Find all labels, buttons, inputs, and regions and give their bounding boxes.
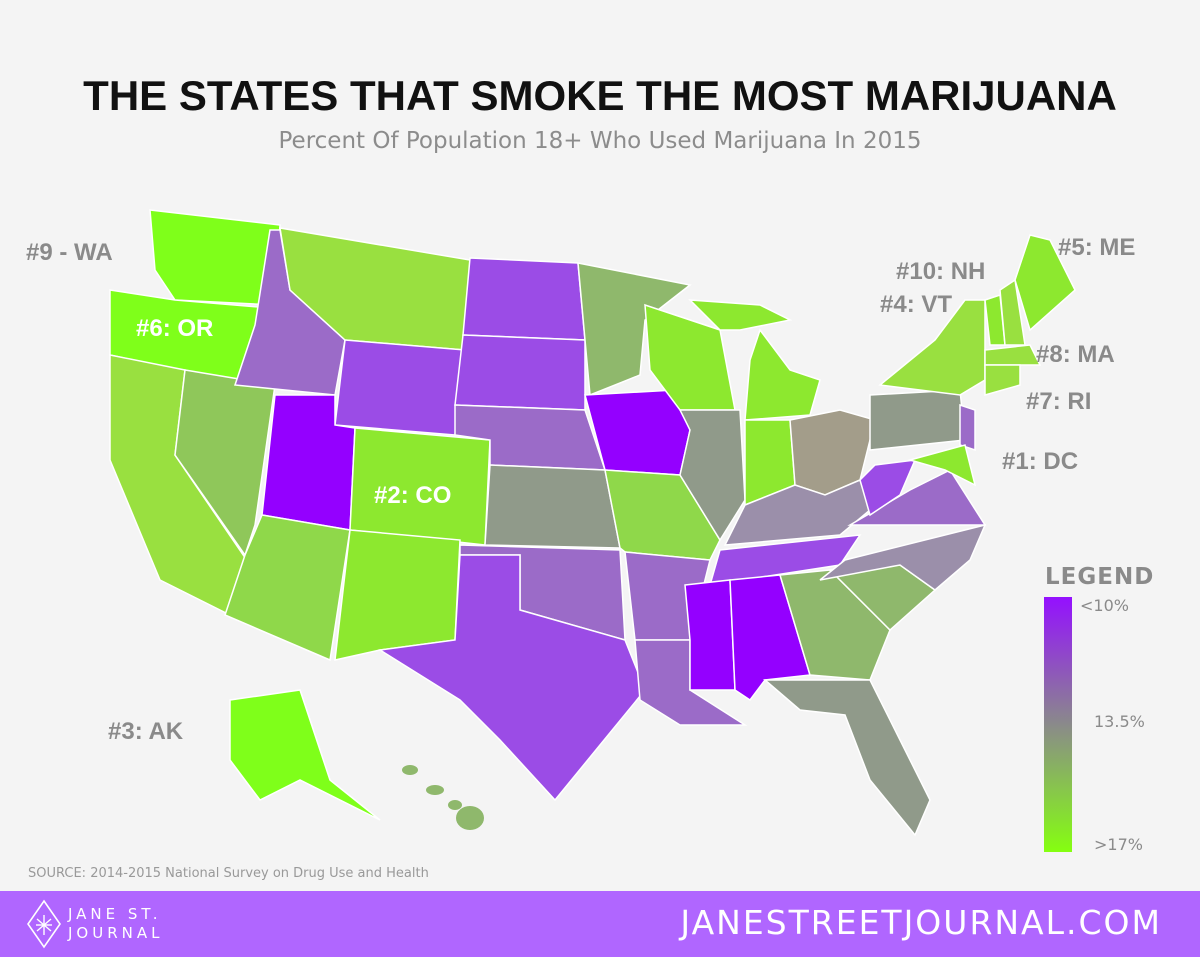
- state-ak: [229, 689, 381, 821]
- rank-label-vt: #4: VT: [880, 291, 953, 318]
- state-nj: [959, 403, 976, 452]
- state-hi-island: [448, 800, 462, 810]
- state-hi-island: [426, 785, 444, 795]
- state-az: [224, 514, 351, 662]
- state-nm: [334, 529, 461, 661]
- state-hi-island: [456, 806, 484, 830]
- rank-label-dc: #1: DC: [1002, 448, 1079, 475]
- state-il: [678, 409, 746, 542]
- rank-label-ri: #7: RI: [1026, 388, 1092, 415]
- rank-label-ak: #3: AK: [108, 718, 184, 745]
- logo-line-2: JOURNAL: [68, 924, 164, 942]
- website-link[interactable]: JANESTREETJOURNAL.COM: [680, 903, 1162, 942]
- state-sd: [454, 334, 586, 411]
- state-ks: [484, 464, 621, 549]
- state-nd: [462, 257, 586, 341]
- page-subtitle: Percent Of Population 18+ Who Used Marij…: [278, 128, 922, 154]
- state-mi: [688, 299, 793, 331]
- state-ma: [984, 344, 1042, 366]
- state-mi: [744, 328, 821, 421]
- footer-bar: JANE ST. JOURNAL JANESTREETJOURNAL.COM: [0, 891, 1200, 957]
- rank-label-me: #5: ME: [1058, 234, 1136, 261]
- state-ms: [684, 579, 736, 691]
- legend-high-label: >17%: [1094, 835, 1143, 854]
- state-wv: [859, 459, 917, 517]
- logo-line-1: JANE ST.: [68, 905, 162, 923]
- rank-label-ma: #8: MA: [1036, 341, 1115, 368]
- rank-label-wa: #9 - WA: [26, 239, 113, 266]
- state-ct: [984, 364, 1021, 396]
- us-map: [109, 209, 1076, 837]
- state-mn: [577, 262, 692, 397]
- page-title: THE STATES THAT SMOKE THE MOST MARIJUANA: [83, 72, 1117, 119]
- source-note: SOURCE: 2014-2015 National Survey on Dru…: [28, 866, 429, 881]
- rank-label-nh: #10: NH: [896, 258, 986, 285]
- state-md: [907, 444, 977, 487]
- state-hi-island: [402, 765, 418, 775]
- state-me: [1014, 234, 1076, 332]
- legend-mid-label: 13.5%: [1094, 712, 1145, 731]
- state-wy: [334, 339, 466, 436]
- state-wa: [149, 209, 281, 306]
- rank-label-or: #6: OR: [136, 315, 214, 342]
- state-tx: [377, 554, 646, 802]
- logo-text: JANE ST. JOURNAL: [68, 905, 163, 943]
- legend-gradient-bar: [1044, 597, 1072, 852]
- state-ga: [779, 569, 891, 681]
- legend-low-label: <10%: [1080, 596, 1129, 615]
- rank-label-co: #2: CO: [374, 482, 452, 509]
- state-fl: [762, 679, 931, 837]
- state-pa: [869, 389, 966, 451]
- cannabis-diamond-logo-icon: [27, 899, 61, 949]
- legend-title: LEGEND: [1045, 564, 1155, 590]
